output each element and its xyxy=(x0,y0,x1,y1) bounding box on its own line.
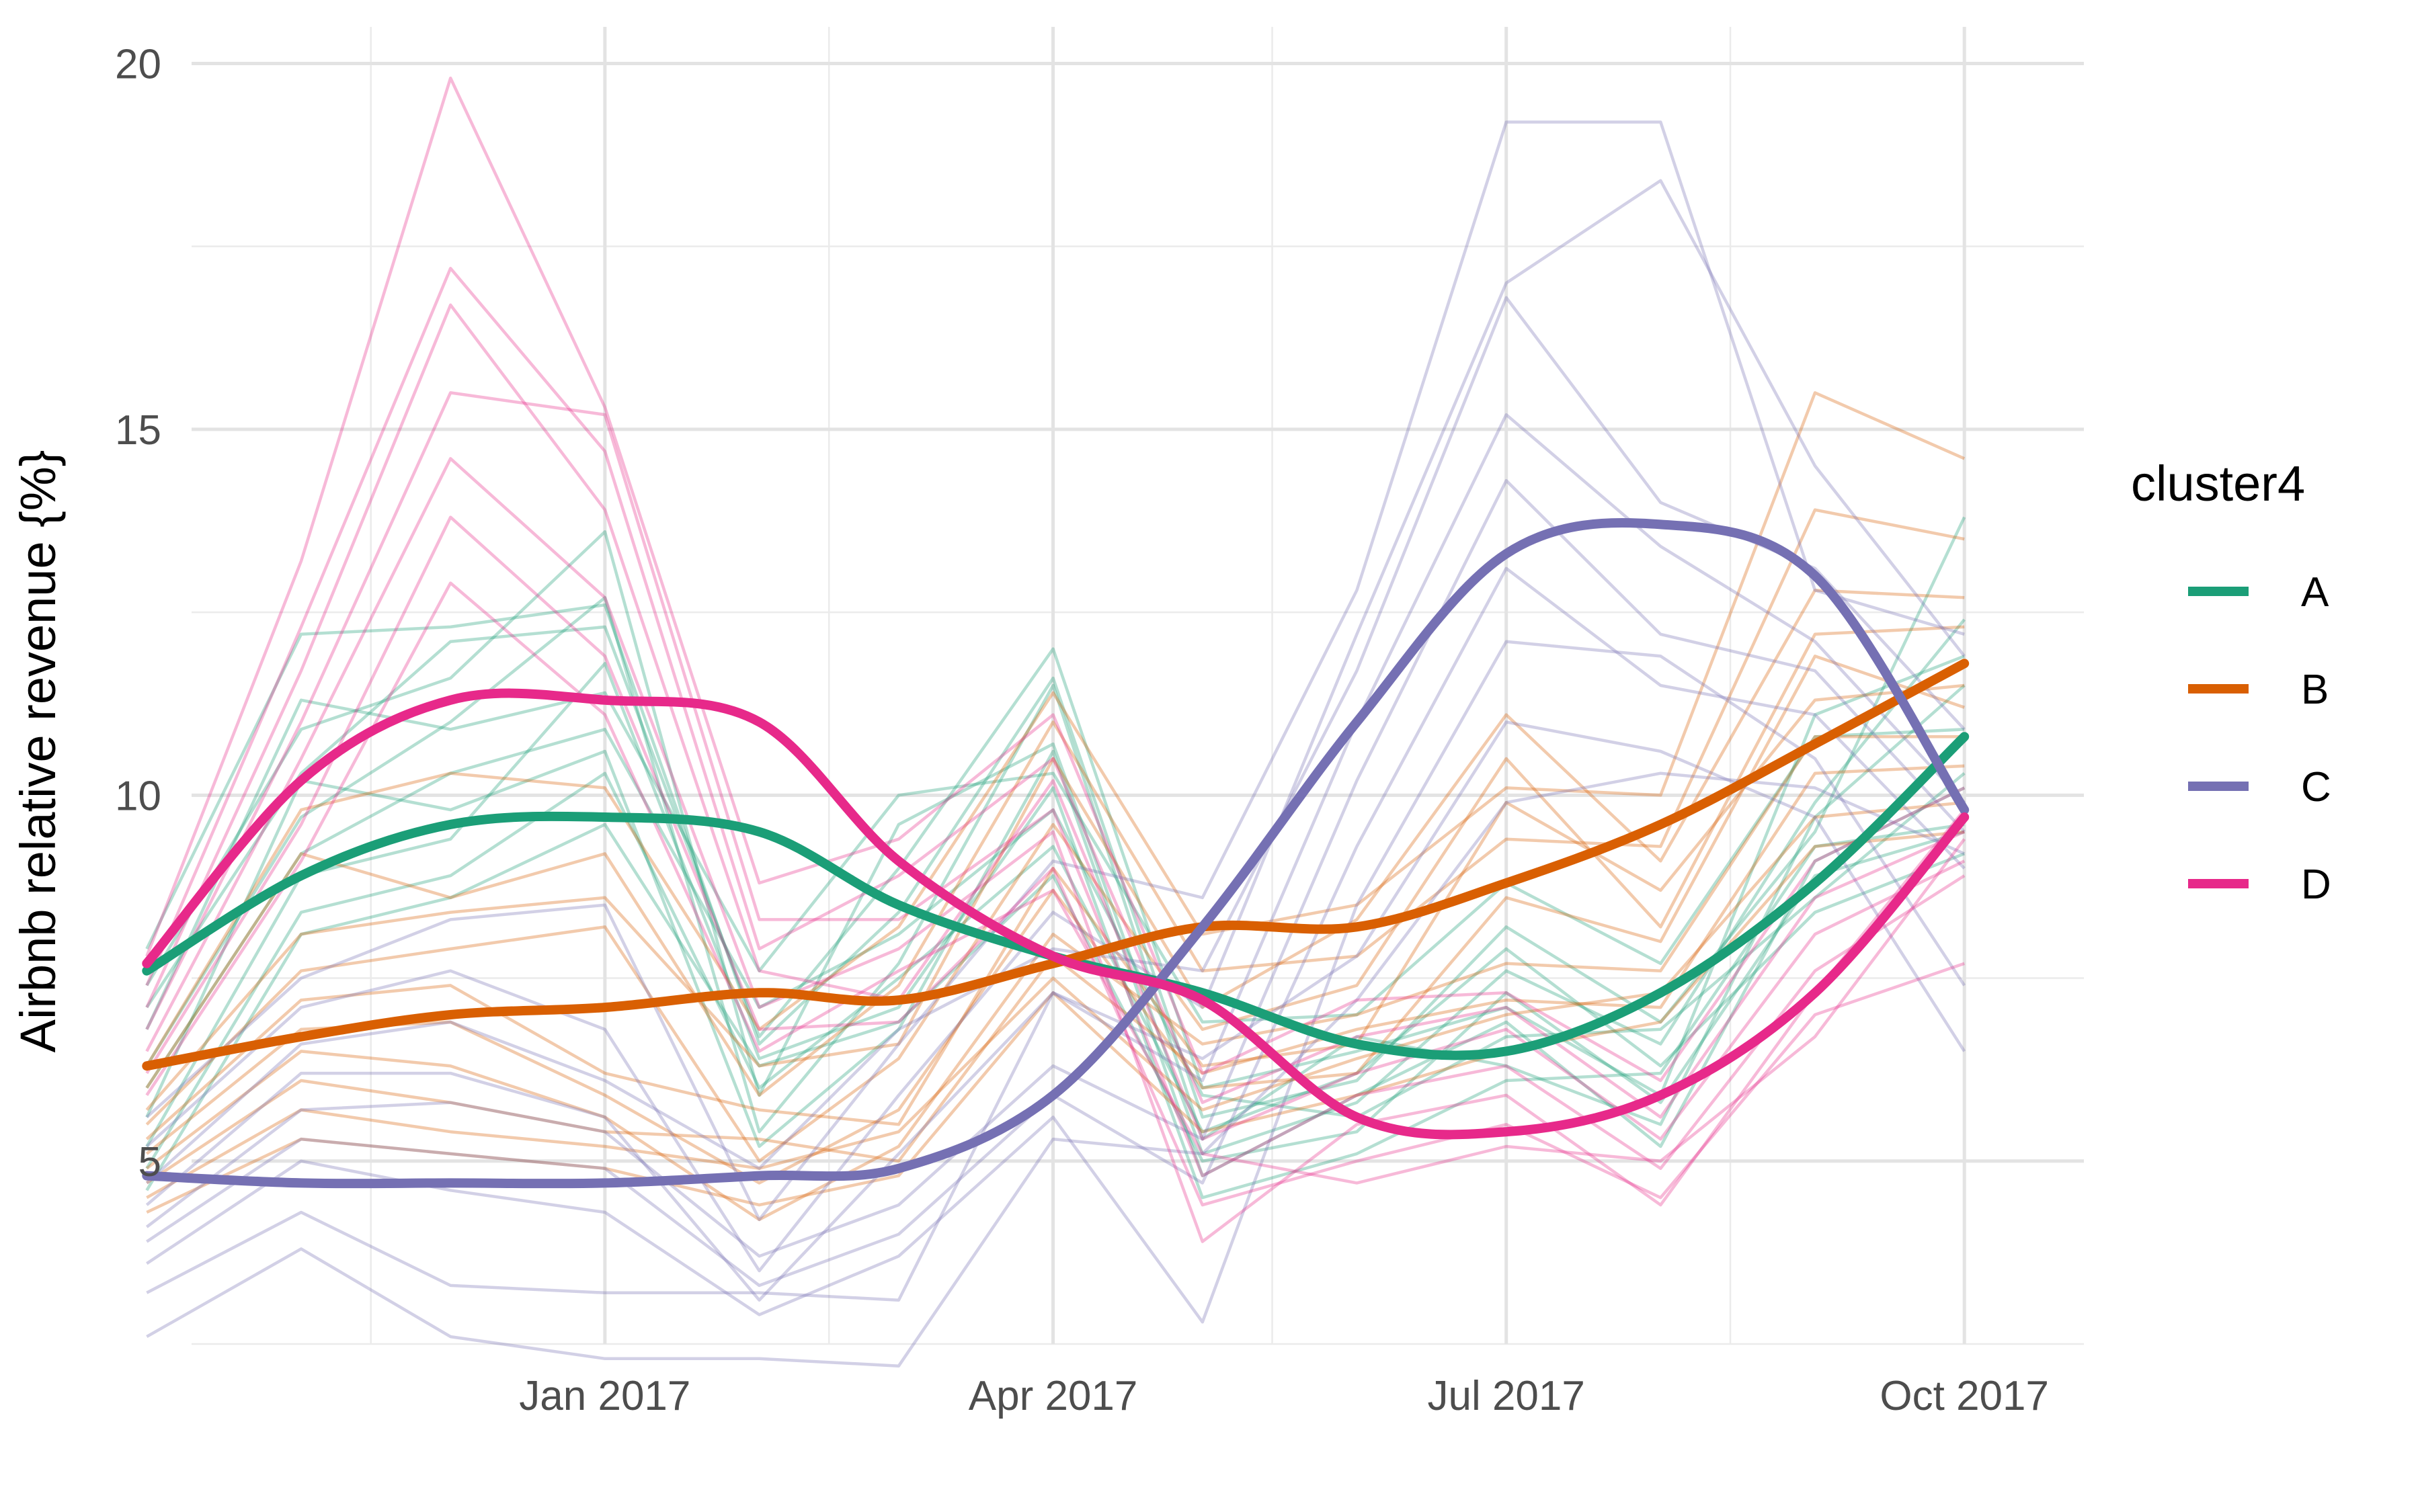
series-b-member-line-1 xyxy=(145,391,1966,1067)
smooth-lines xyxy=(142,518,1970,1189)
legend-items: A B C D xyxy=(2188,569,2331,908)
legend-label-b: B xyxy=(2301,667,2329,713)
series-b-member-line-5 xyxy=(145,683,1965,1140)
y-tick-label: 5 xyxy=(138,1139,161,1185)
series-b-member-line-6 xyxy=(145,655,1965,1185)
x-tick-label: Oct 2017 xyxy=(1880,1373,2049,1419)
member-lines xyxy=(145,76,1966,1368)
series-d-member-line-5 xyxy=(145,457,1966,1243)
y-tick-label: 15 xyxy=(115,407,161,454)
x-tick-label: Jul 2017 xyxy=(1427,1373,1584,1419)
legend-label-c: C xyxy=(2301,764,2331,810)
y-tick-label: 10 xyxy=(115,773,161,819)
y-tick-label: 20 xyxy=(115,41,161,87)
series-b-member-line-2 xyxy=(145,508,1965,1097)
series-c-member-line-3 xyxy=(145,296,1966,1185)
major-gridlines xyxy=(192,27,2084,1344)
series-b-member-line-7 xyxy=(145,734,1965,1222)
x-tick-label: Apr 2017 xyxy=(969,1373,1138,1419)
series-c-member-line-8 xyxy=(146,720,1966,1302)
series-b-member-line-10 xyxy=(146,830,1965,1214)
x-axis-ticks: Jan 2017 Apr 2017 Jul 2017 Oct 2017 xyxy=(519,1373,2049,1419)
y-axis-ticks: 5 10 15 20 xyxy=(115,41,161,1185)
series-a-member-line-5 xyxy=(145,596,1966,1141)
series-a-member-line-4 xyxy=(145,691,1965,1030)
y-axis-label: Airbnb relative revenue {%} xyxy=(10,450,66,1053)
series-a-member-line-6 xyxy=(145,728,1966,1119)
series-a-member-line-9 xyxy=(145,771,1966,1169)
series-b-member-line-4 xyxy=(145,625,1965,1163)
series-c-member-line-4 xyxy=(145,413,1966,1302)
series-a-member-line-7 xyxy=(145,749,1966,1177)
legend-label-d: D xyxy=(2301,862,2331,908)
series-c-smooth-line xyxy=(142,518,1970,1189)
legend-title: cluster4 xyxy=(2131,456,2305,511)
series-a-member-line-10 xyxy=(145,823,1965,1191)
series-d-member-line-1 xyxy=(145,76,1966,1083)
series-c-member-line-2 xyxy=(145,179,1966,1273)
series-b-member-line-3 xyxy=(145,589,1965,1111)
series-d-member-line-7 xyxy=(145,581,1966,1185)
legend-label-a: A xyxy=(2301,569,2329,616)
series-c-member-line-7 xyxy=(146,640,1966,1324)
series-a-member-line-1 xyxy=(145,516,1966,1119)
legend: cluster4 A B C D xyxy=(2131,456,2331,908)
series-d-member-line-3 xyxy=(145,303,1966,1141)
series-c-member-line-5 xyxy=(145,478,1966,1258)
series-a-member-line-2 xyxy=(145,530,1966,1156)
series-c-member-line-1 xyxy=(145,120,1965,1222)
series-d-member-line-2 xyxy=(145,267,1966,1119)
series-a-member-line-8 xyxy=(145,662,1965,1200)
series-c-member-line-9 xyxy=(146,771,1966,1368)
series-d-smooth-line xyxy=(142,688,1970,1140)
series-d-member-line-4 xyxy=(145,391,1966,1177)
series-d-member-line-6 xyxy=(145,515,1965,1207)
x-tick-label: Jan 2017 xyxy=(519,1373,690,1419)
